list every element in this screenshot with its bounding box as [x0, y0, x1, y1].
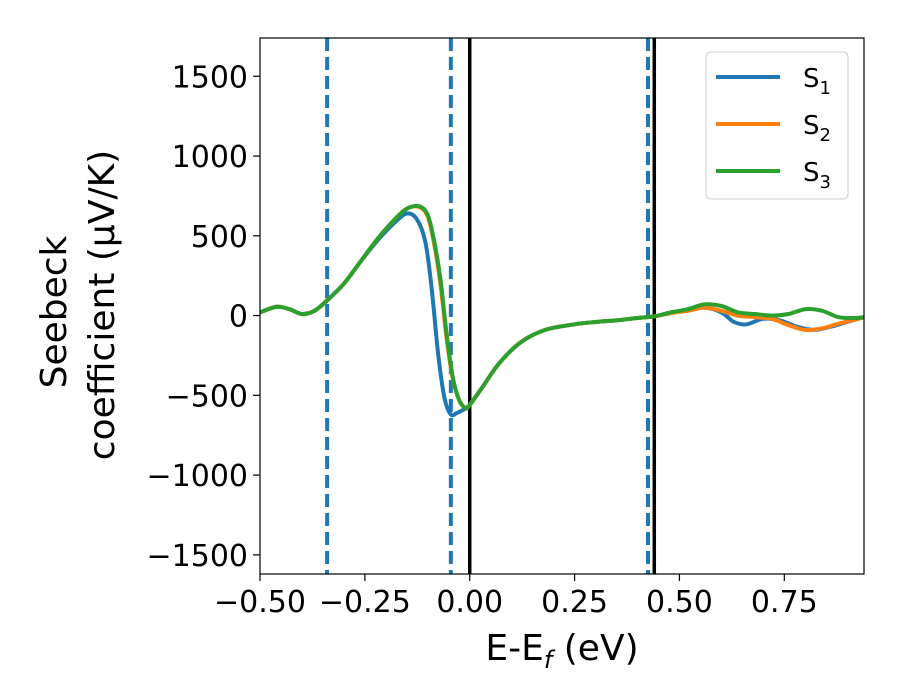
series-lines — [260, 203, 864, 418]
y-axis-title-line1: Seebeck — [34, 235, 75, 388]
y-tick-label: −1000 — [147, 459, 248, 494]
x-tick-label: 0.75 — [751, 585, 818, 620]
x-tick-label: 0.00 — [436, 585, 503, 620]
vertical-reference-lines — [325, 38, 657, 574]
y-axis-title: Seebeck coefficient (μV/K) — [34, 150, 123, 460]
legend-label-s2: S2 — [803, 111, 831, 146]
x-tick-label: 0.50 — [646, 585, 713, 620]
x-tick-label: 0.25 — [541, 585, 608, 620]
legend-label-s3: S3 — [803, 158, 831, 193]
series-line-s2 — [260, 204, 864, 411]
series-line-s3 — [260, 203, 864, 411]
y-tick-label: 500 — [191, 220, 248, 255]
y-axis-title-line2: coefficient (μV/K) — [82, 150, 123, 460]
x-axis: −0.50 −0.25 0.00 0.25 0.50 0.75 — [214, 574, 818, 620]
y-axis: −1500 −1000 −500 0 500 1000 1500 — [147, 60, 260, 574]
y-tick-label: 1500 — [172, 60, 248, 95]
legend-label-s1: S1 — [803, 64, 831, 99]
y-tick-label: 0 — [229, 300, 248, 335]
x-tick-label: −0.25 — [319, 585, 411, 620]
x-axis-title: E-Ef (eV) — [485, 628, 638, 674]
y-tick-label: −500 — [166, 379, 248, 414]
y-tick-label: −1500 — [147, 539, 248, 574]
legend: S1 S2 S3 — [705, 51, 849, 200]
plot-frame — [259, 37, 865, 575]
x-tick-label: −0.50 — [214, 585, 306, 620]
y-tick-label: 1000 — [172, 140, 248, 175]
